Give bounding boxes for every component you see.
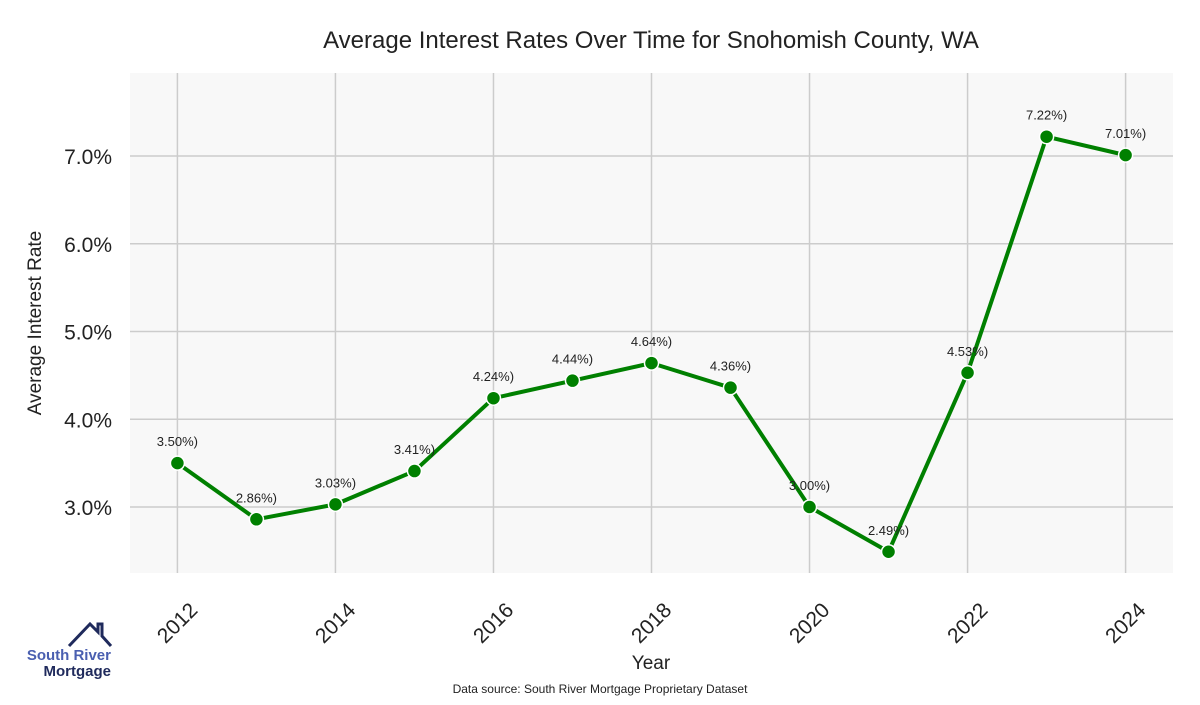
data-point <box>1117 147 1134 163</box>
data-point <box>406 463 423 479</box>
south-river-mortgage-logo: South River Mortgage <box>27 621 113 680</box>
logo-line1: South River <box>27 647 111 664</box>
data-labels: 3.50%) 2.86%) 3.03%) 3.41%) 4.24%) 4.44%) 4.64… <box>157 108 1146 538</box>
x-tick-label: 2020 <box>785 599 834 648</box>
data-label: 3.50%) <box>157 434 198 449</box>
data-point <box>327 496 344 513</box>
x-tick-label: 2012 <box>153 599 202 648</box>
data-point <box>722 379 739 396</box>
data-label: 4.53%) <box>947 344 988 359</box>
y-ticks: 3.0% 4.0% 5.0% 6.0% 7.0% <box>64 146 112 520</box>
data-point <box>485 390 502 406</box>
y-tick-label: 5.0% <box>64 322 112 345</box>
x-tick-label: 2022 <box>943 599 992 648</box>
data-point <box>643 355 660 371</box>
data-label: 3.00%) <box>789 478 830 493</box>
x-ticks: 2012 2014 2016 2018 2020 2022 2024 <box>153 598 1151 648</box>
logo-line2: Mortgage <box>44 663 112 680</box>
data-source-note: Data source: South River Mortgage Propri… <box>453 682 748 696</box>
y-tick-label: 4.0% <box>64 409 112 432</box>
data-label: 7.01%) <box>1105 126 1146 141</box>
house-roof-icon <box>67 621 113 648</box>
x-tick-label: 2018 <box>627 599 676 648</box>
chart-title: Average Interest Rates Over Time for Sno… <box>323 27 979 54</box>
x-tick-label: 2016 <box>469 599 518 648</box>
grid <box>130 73 1173 573</box>
data-label: 4.36%) <box>710 359 751 374</box>
x-axis-label: Year <box>632 653 671 674</box>
data-label: 2.49%) <box>868 523 909 538</box>
data-label: 7.22%) <box>1026 108 1067 123</box>
data-label: 3.41%) <box>394 442 435 457</box>
data-point <box>801 499 818 515</box>
data-point <box>959 365 976 381</box>
y-tick-label: 7.0% <box>64 146 112 169</box>
data-point <box>1038 128 1055 145</box>
y-tick-label: 6.0% <box>64 234 112 257</box>
y-tick-label: 3.0% <box>64 497 112 520</box>
data-point <box>169 455 186 471</box>
data-point <box>880 544 897 560</box>
data-label: 4.64%) <box>631 334 672 349</box>
data-label: 2.86%) <box>236 490 277 505</box>
data-point <box>564 372 581 389</box>
data-label: 3.03%) <box>315 475 356 490</box>
data-label: 4.44%) <box>552 352 593 367</box>
y-axis-label: Average Interest Rate <box>25 231 46 415</box>
data-label: 4.24%) <box>473 369 514 384</box>
x-tick-label: 2014 <box>311 598 361 648</box>
x-tick-label: 2024 <box>1101 598 1151 648</box>
data-points <box>169 128 1134 560</box>
data-point <box>248 511 265 528</box>
